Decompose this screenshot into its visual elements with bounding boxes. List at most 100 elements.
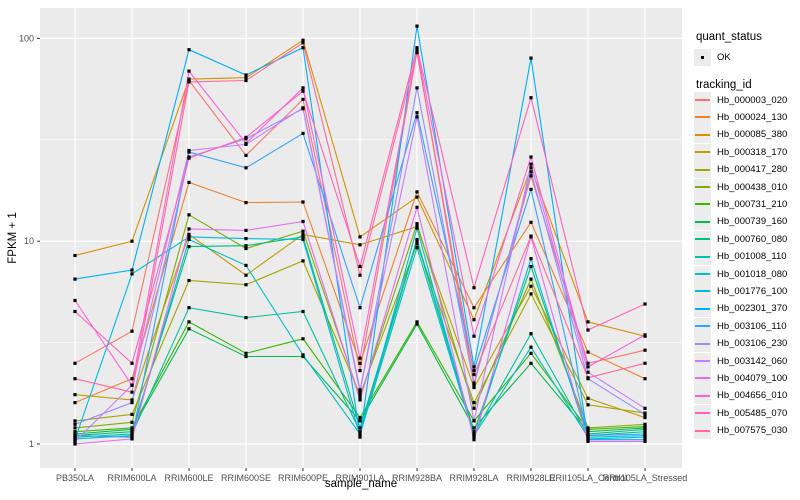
legend-entry-label: Hb_003142_060 xyxy=(717,355,788,367)
legend-entry-label: Hb_000024_130 xyxy=(717,111,788,123)
data-point xyxy=(73,377,77,381)
series-color-swatch xyxy=(695,290,710,293)
data-point xyxy=(472,381,476,385)
data-point xyxy=(529,284,533,288)
data-point xyxy=(472,365,476,369)
y-tick-label: 10 xyxy=(24,236,34,246)
series-color-swatch xyxy=(695,133,710,136)
data-point xyxy=(529,277,533,281)
data-point xyxy=(529,96,533,100)
data-point xyxy=(415,237,419,242)
data-point xyxy=(130,437,134,441)
data-point xyxy=(358,235,362,239)
data-point xyxy=(244,141,248,145)
legend-key-line xyxy=(694,91,711,109)
data-point xyxy=(529,345,533,349)
data-point xyxy=(472,419,476,423)
data-point xyxy=(586,376,590,380)
y-tick-label: 1 xyxy=(29,439,34,449)
data-point xyxy=(187,148,191,153)
data-point xyxy=(301,259,305,263)
x-tick-label: RRIM928LA xyxy=(449,473,498,483)
data-point xyxy=(187,235,191,239)
data-point xyxy=(73,422,77,426)
legend-key-line xyxy=(694,369,711,387)
data-point xyxy=(643,438,647,442)
x-tick-label: RRIM600LA xyxy=(107,473,156,483)
data-point xyxy=(472,318,476,322)
data-point xyxy=(415,246,419,250)
legend-key-line xyxy=(694,387,711,405)
legend-entry-label: Hb_000760_080 xyxy=(717,233,788,245)
legend-key-line xyxy=(694,126,711,144)
data-point xyxy=(130,390,134,394)
series-color-swatch xyxy=(695,342,710,345)
legend-entry-Hb_005485_070: Hb_005485_070 xyxy=(694,404,787,422)
data-point xyxy=(301,89,305,93)
data-point xyxy=(472,430,476,434)
legend-entry-label: Hb_003106_230 xyxy=(717,338,788,350)
legend-entry-label: Hb_007575_030 xyxy=(717,425,788,437)
data-point xyxy=(586,370,590,374)
x-tick-label: RRIM928LE xyxy=(506,473,555,483)
data-point xyxy=(643,430,647,434)
data-point xyxy=(643,302,647,306)
legend-entry-Hb_003142_060: Hb_003142_060 xyxy=(694,352,787,370)
series-color-swatch xyxy=(695,186,710,188)
data-point xyxy=(130,412,134,416)
data-point xyxy=(415,195,419,199)
legend-entry-Hb_001776_100: Hb_001776_100 xyxy=(694,282,787,300)
data-point xyxy=(529,292,533,296)
legend-entry-label: Hb_000417_280 xyxy=(717,164,788,176)
data-point xyxy=(358,426,362,430)
y-axis-title: FPKM + 1 xyxy=(7,212,19,264)
series-color-swatch xyxy=(695,412,710,415)
data-point xyxy=(130,398,134,402)
data-point xyxy=(358,390,362,394)
data-point xyxy=(187,306,191,310)
legend-entry-quant-ok: OK xyxy=(694,48,731,66)
data-point xyxy=(529,257,533,261)
data-point xyxy=(415,46,419,50)
data-point xyxy=(415,320,419,324)
series-color-swatch xyxy=(695,99,710,101)
data-point xyxy=(301,38,305,42)
data-point xyxy=(73,309,77,314)
data-point xyxy=(472,373,476,377)
legend-entry-label: Hb_000731_210 xyxy=(717,198,788,210)
data-point xyxy=(472,306,476,310)
data-point xyxy=(187,69,191,73)
data-point xyxy=(358,243,362,247)
data-point xyxy=(529,220,533,224)
legend-entry-label: Hb_000438_010 xyxy=(717,181,788,193)
data-point xyxy=(358,430,362,434)
data-point xyxy=(73,277,77,281)
data-point xyxy=(244,283,248,287)
data-point xyxy=(358,369,362,373)
data-point xyxy=(130,377,134,381)
data-point xyxy=(244,166,248,170)
data-point xyxy=(529,155,533,159)
legend-entry-Hb_003106_110: Hb_003106_110 xyxy=(694,317,787,335)
data-point xyxy=(586,438,590,442)
data-point xyxy=(472,286,476,290)
legend-key-line xyxy=(694,352,711,370)
legend-key-line xyxy=(694,248,711,266)
legend-entry-label: Hb_005485_070 xyxy=(717,407,788,419)
data-point xyxy=(130,239,134,243)
data-point xyxy=(73,442,77,446)
data-point xyxy=(244,76,248,80)
data-point xyxy=(301,353,305,357)
data-point xyxy=(586,365,590,369)
data-point xyxy=(187,232,191,236)
legend-entry-label: Hb_000085_380 xyxy=(717,129,788,141)
legend-entry-Hb_001018_080: Hb_001018_080 xyxy=(694,265,787,283)
data-point xyxy=(472,401,476,405)
series-color-swatch xyxy=(695,273,710,275)
data-point xyxy=(529,170,533,174)
data-point xyxy=(73,439,77,443)
series-color-swatch xyxy=(695,116,710,119)
legend-key-line xyxy=(694,335,711,353)
data-point xyxy=(244,153,248,157)
legend-entry-label: Hb_001008_110 xyxy=(717,251,787,263)
